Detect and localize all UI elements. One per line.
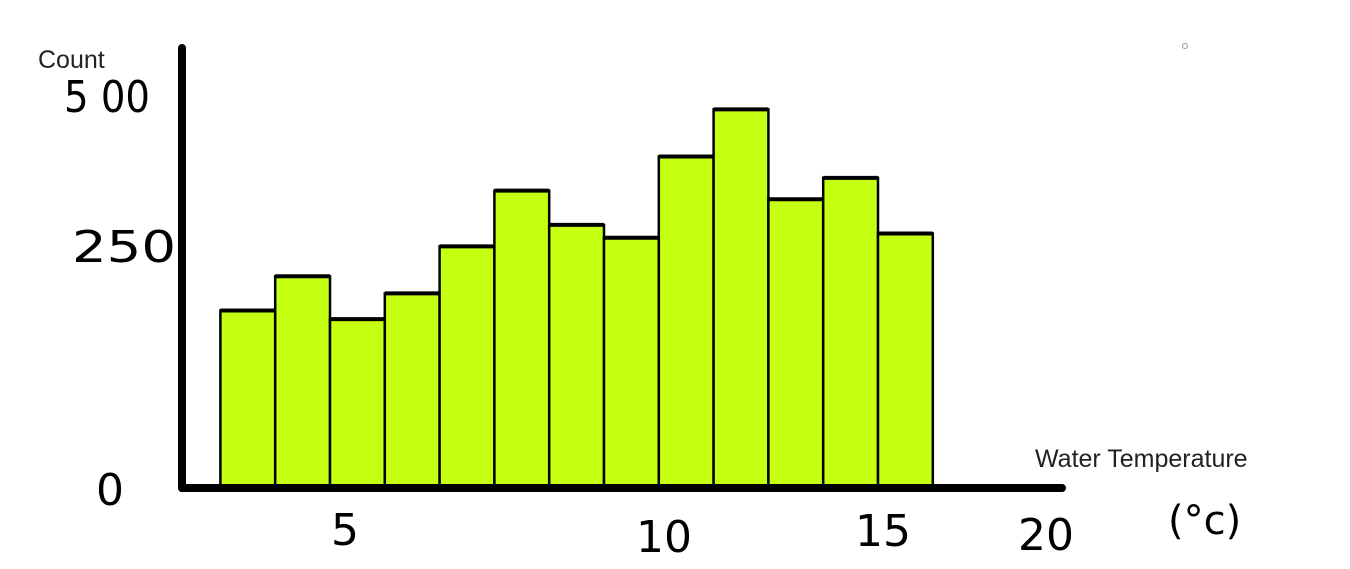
histogram-bar-10-11 [604,238,659,489]
histogram-bar-11-12 [659,156,714,489]
x-axis-label: Water Temperature [1035,445,1248,473]
bars-group [220,109,932,489]
x-tick-label-10: 10 [636,512,692,563]
y-tick-label-0: 0 [96,465,124,516]
y-axis-label: Count [38,46,105,74]
stray-dot-mark [1183,44,1188,49]
histogram-bar-7-8 [440,246,495,489]
histogram-bar-6-7 [385,293,440,489]
histogram-bar-8-9 [494,191,549,489]
histogram-bar-4-5 [275,276,330,489]
histogram-bar-3-4 [220,311,275,489]
histogram-bar-15-16 [878,233,933,489]
x-tick-label-15: 15 [855,506,911,557]
x-tick-label-20: 20 [1018,510,1074,561]
y-tick-label-250: 250 [72,222,176,273]
histogram-bar-9-10 [549,225,604,489]
histogram-bar-5-6 [330,319,385,489]
histogram-bar-13-14 [768,199,823,489]
x-tick-label-5: 5 [331,505,359,556]
histogram-bar-14-15 [823,178,878,489]
y-tick-label-500: 5 00 [64,72,150,123]
histogram-bar-12-13 [714,109,769,489]
x-axis-unit-label: (°c) [1168,498,1241,544]
